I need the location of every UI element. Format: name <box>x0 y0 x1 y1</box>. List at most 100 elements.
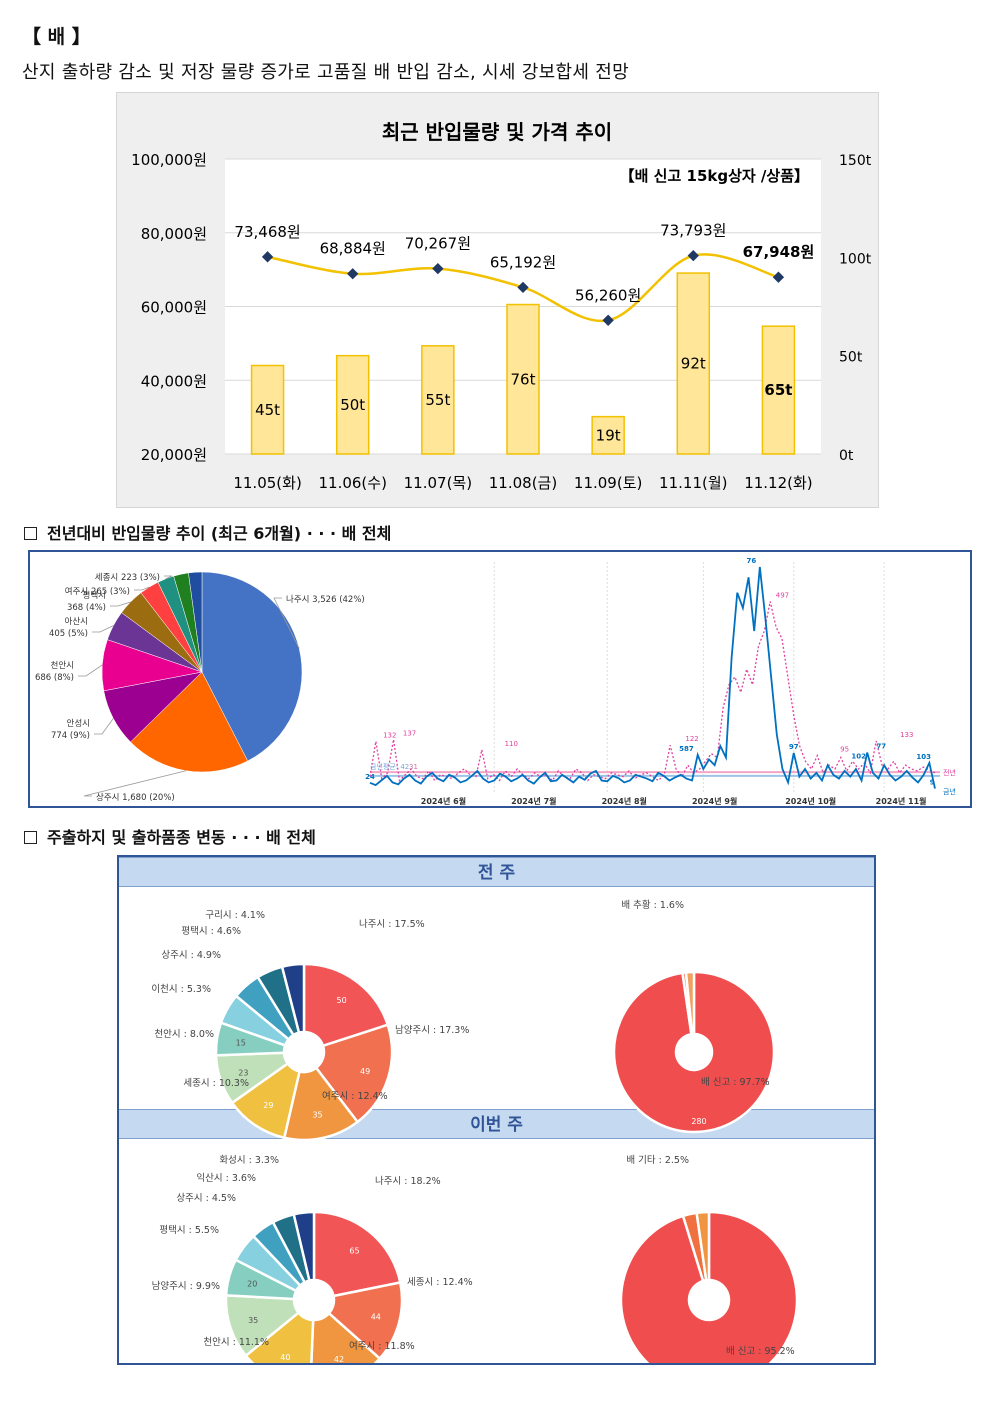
volume-bar <box>676 272 711 455</box>
volume-data-label: 45t <box>255 401 280 419</box>
price-data-label: 65,192원 <box>490 253 556 271</box>
value-annotation: 137 <box>403 729 416 737</box>
volume-data-label: 65t <box>764 381 792 399</box>
slice-value-label: 29 <box>263 1101 273 1110</box>
pie-label: 405 (5%) <box>49 629 88 639</box>
pie-slice <box>327 1281 404 1361</box>
volume-data-label: 19t <box>596 426 621 444</box>
volume-data-label: 92t <box>681 355 706 373</box>
volume-bar <box>335 354 370 455</box>
pie-slice <box>310 1311 382 1363</box>
price-data-label: 73,793원 <box>660 222 726 240</box>
value-annotation: 110 <box>505 740 518 748</box>
pie-label: 배 추황 : 1.6% <box>621 900 684 911</box>
price-data-label: 68,884원 <box>320 240 386 258</box>
value-annotation: 77 <box>876 743 886 751</box>
pie-label: 상주시 : 4.5% <box>176 1193 236 1204</box>
right-tick-label: 150t <box>839 153 872 169</box>
pie-label: 세종시 : 12.4% <box>407 1277 473 1288</box>
pie-label: 아산시 <box>65 616 88 627</box>
origin-pies: 50 49 35 29 23 15 나주시 : 17.5% 남양주시 : 17.3% 여주시 :… <box>151 900 799 1363</box>
leader-line <box>78 664 103 677</box>
leader-line <box>110 601 131 607</box>
pie-label: 배 신고 : 95.2% <box>726 1346 795 1357</box>
section-origin-label: 주출하지 및 출하품종 변동 · · · 배 전체 <box>47 828 316 847</box>
leader-line <box>134 586 150 591</box>
slice-value-label: 40 <box>280 1353 290 1362</box>
volume-bar <box>761 325 796 455</box>
slice-value-label: 280 <box>691 1117 706 1126</box>
pie-label: 구리시 : 4.1% <box>205 910 265 921</box>
pie-label: 세종시 : 10.3% <box>183 1078 249 1089</box>
pie-label: 평택시 <box>83 590 106 601</box>
yoy-panel: 나주시 3,526 (42%) 상주시 1,680 (20%) 안성시 774 (9%… <box>28 550 972 808</box>
prev-year-line <box>369 601 936 782</box>
series-label-curr: 금년 <box>943 787 956 796</box>
slice-value-label: 50 <box>337 996 347 1005</box>
pie-slice <box>292 1210 316 1283</box>
price-marker <box>517 281 529 294</box>
value-annotation: 95 <box>840 746 849 754</box>
value-annotation: 587 <box>679 745 694 753</box>
pie-label: 배 기타 : 2.5% <box>626 1155 689 1166</box>
slice-value-label: 35 <box>312 1111 322 1120</box>
curr-year-line <box>369 566 936 789</box>
pie-label: 화성시 : 3.3% <box>219 1155 279 1166</box>
volume-data-label: 50t <box>340 396 365 414</box>
pie-slice <box>224 1294 301 1358</box>
pie-slice <box>130 671 249 773</box>
category-label: 11.12(화) <box>744 474 812 492</box>
pie-label: 여주시 : 12.4% <box>322 1090 388 1102</box>
value-annotation: 9 <box>930 779 935 787</box>
category-label: 11.05(화) <box>233 474 301 492</box>
price-marker <box>687 249 699 262</box>
price-data-label: 56,260원 <box>575 286 641 304</box>
pie-label: 안성시 <box>67 718 90 729</box>
pie-label: 나주시 : 17.5% <box>359 919 425 930</box>
pie-label: 나주시 : 18.2% <box>375 1176 441 1187</box>
category-label: 11.06(수) <box>318 474 386 492</box>
leader-line <box>273 597 300 649</box>
checkbox-icon <box>24 831 37 844</box>
slice-value-label: 20 <box>247 1279 257 1288</box>
pie-label: 평택시 : 5.5% <box>159 1225 219 1236</box>
pie-label: 평택시 : 4.6% <box>181 926 241 937</box>
section-yoy-label: 전년대비 반입물량 추이 (최근 6개월) · · · 배 전체 <box>47 524 392 543</box>
price-marker <box>347 268 359 280</box>
chart-title: 최근 반입물량 및 가격 추이 <box>382 120 612 144</box>
left-tick-label: 40,000원 <box>141 372 207 390</box>
category-label: 11.09(토) <box>574 474 642 492</box>
leader-line <box>164 575 173 580</box>
slice-value-label: 15 <box>236 1038 246 1047</box>
pie-slice <box>695 1210 711 1282</box>
volume-bar <box>250 364 285 455</box>
pie-slice <box>619 1210 799 1363</box>
pie-label: 이천시 : 5.3% <box>151 984 211 995</box>
pie-label: 남양주시 : 9.9% <box>152 1281 220 1292</box>
page-summary: 산지 출하량 감소 및 저장 물량 증가로 고품질 배 반입 감소, 시세 강보… <box>22 62 629 83</box>
pie-label: 나주시 3,526 (42%) <box>286 595 365 605</box>
yoy-charts: 나주시 3,526 (42%) 상주시 1,680 (20%) 안성시 774 (9%… <box>35 557 956 806</box>
pie-label: 익산시 : 3.6% <box>196 1172 256 1184</box>
volume-data-label: 76t <box>511 370 536 388</box>
section-yoy-title: 전년대비 반입물량 추이 (최근 6개월) · · · 배 전체 <box>24 520 391 544</box>
pie-slice <box>244 1310 315 1363</box>
pie-slice <box>684 970 696 1036</box>
chart-note: 【배 신고 15kg상자 /상품】 <box>620 167 809 185</box>
left-tick-label: 20,000원 <box>141 446 207 464</box>
series-label-prev: 전년 <box>943 768 956 777</box>
slice-value-label: 65 <box>349 1246 359 1255</box>
price-marker <box>602 314 614 326</box>
right-tick-label: 0t <box>839 448 854 464</box>
pie-slice <box>312 1210 402 1298</box>
pie-label: 774 (9%) <box>51 731 90 741</box>
pie-label: 686 (8%) <box>35 673 74 683</box>
right-tick-label: 50t <box>839 350 863 366</box>
origin-panel: 전 주 이번 주 50 49 35 29 23 15 나주시 : 17.5% 남양주시 : 1… <box>117 855 876 1365</box>
value-annotation: 122 <box>685 735 698 743</box>
pie-slice <box>230 1061 302 1140</box>
pie-slice <box>314 1023 394 1124</box>
value-annotation: 76 <box>747 557 757 565</box>
price-marker <box>261 251 274 263</box>
x-tick-label: 2024년 8월 <box>602 796 647 806</box>
